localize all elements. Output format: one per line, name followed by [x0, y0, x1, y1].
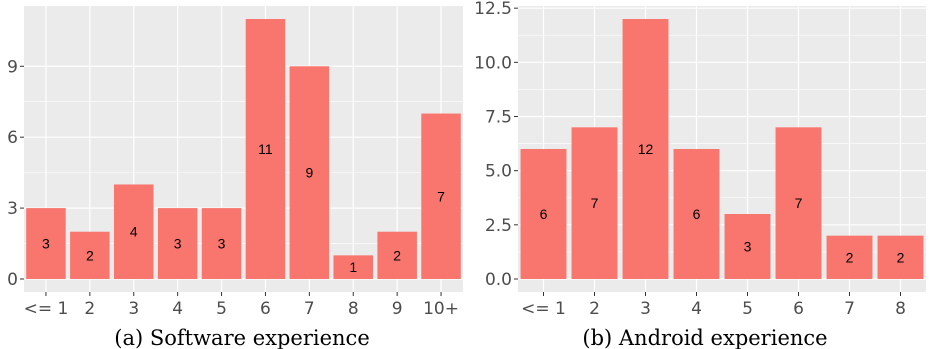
data-label: 9 [305, 165, 313, 181]
y-tick-label: 12.5 [474, 0, 512, 19]
bar-4 [157, 208, 198, 279]
caption-android-experience: (b) Android experience [582, 326, 827, 349]
chart-android-experience: 6 7 12 6 3 7 2 2 0.0 2.5 5.0 7.5 10.0 12.5 <= 1 2 3 4 5 6 7 8 [474, 0, 926, 319]
y-tick-label: 10.0 [474, 53, 512, 73]
x-tick-label: 3 [640, 299, 651, 319]
data-label: 11 [258, 141, 273, 157]
bar-2 [70, 231, 110, 279]
data-label: 3 [218, 236, 226, 252]
data-label: 2 [393, 247, 401, 263]
x-tick-label: 3 [128, 299, 139, 319]
y-tick-label: 0.0 [485, 270, 512, 290]
bar-2 [571, 127, 618, 279]
x-tick-label: 10+ [423, 299, 459, 319]
bar-6 [775, 127, 822, 279]
caption-software-experience: (a) Software experience [114, 326, 370, 349]
bar-5 [201, 208, 242, 279]
y-tick-label: 9 [7, 57, 18, 77]
data-label: 2 [86, 247, 94, 263]
bar-8 [877, 235, 924, 279]
x-tick-label: 2 [84, 299, 95, 319]
x-tick-label: 8 [895, 299, 906, 319]
x-tick-label: 6 [793, 299, 804, 319]
x-tick-label: 6 [260, 299, 271, 319]
data-label: 3 [174, 236, 182, 252]
data-label: 7 [437, 188, 445, 204]
data-label: 6 [540, 206, 548, 222]
data-label: 7 [795, 195, 803, 211]
bar-8 [333, 255, 374, 279]
data-label: 3 [744, 239, 752, 255]
x-tick-label: 4 [691, 299, 702, 319]
data-label: 7 [591, 195, 599, 211]
y-tick-label: 6 [7, 128, 18, 148]
bar-4 [673, 149, 720, 279]
data-label: 2 [846, 249, 854, 265]
chart-software-experience: 3 2 4 3 3 11 9 1 2 7 0 3 6 9 <= 1 2 3 4 5 6 7 8 9 10+ [7, 6, 463, 319]
data-label: 6 [693, 206, 701, 222]
y-tick-label: 7.5 [485, 108, 512, 128]
y-tick-label: 2.5 [485, 216, 512, 236]
data-label: 1 [349, 259, 357, 275]
x-tick-label: 5 [216, 299, 227, 319]
x-tick-label: 9 [392, 299, 403, 319]
bar-7 [289, 66, 330, 279]
data-label: 4 [130, 224, 138, 240]
x-tick-label: 8 [348, 299, 359, 319]
x-tick-label: 7 [304, 299, 315, 319]
x-tick-label: <= 1 [24, 299, 69, 319]
y-tick-label: 3 [7, 199, 18, 219]
y-tick-label: 5.0 [485, 162, 512, 182]
data-label: 3 [42, 236, 50, 252]
x-tick-label: 7 [844, 299, 855, 319]
data-label: 12 [638, 141, 654, 157]
data-label: 2 [897, 249, 905, 265]
bar-9 [377, 231, 417, 279]
bar-7 [826, 235, 873, 279]
bar-6 [245, 19, 286, 279]
bar-3 [622, 19, 669, 279]
bar-<= 1 [26, 208, 66, 279]
x-tick-label: 2 [589, 299, 600, 319]
bar-<= 1 [520, 149, 567, 279]
bar-3 [113, 184, 154, 279]
y-tick-label: 0 [7, 270, 18, 290]
bar-10+ [421, 113, 461, 279]
bar-5 [724, 214, 771, 279]
x-tick-label: 4 [172, 299, 183, 319]
x-tick-label: <= 1 [521, 299, 566, 319]
x-tick-label: 5 [742, 299, 753, 319]
